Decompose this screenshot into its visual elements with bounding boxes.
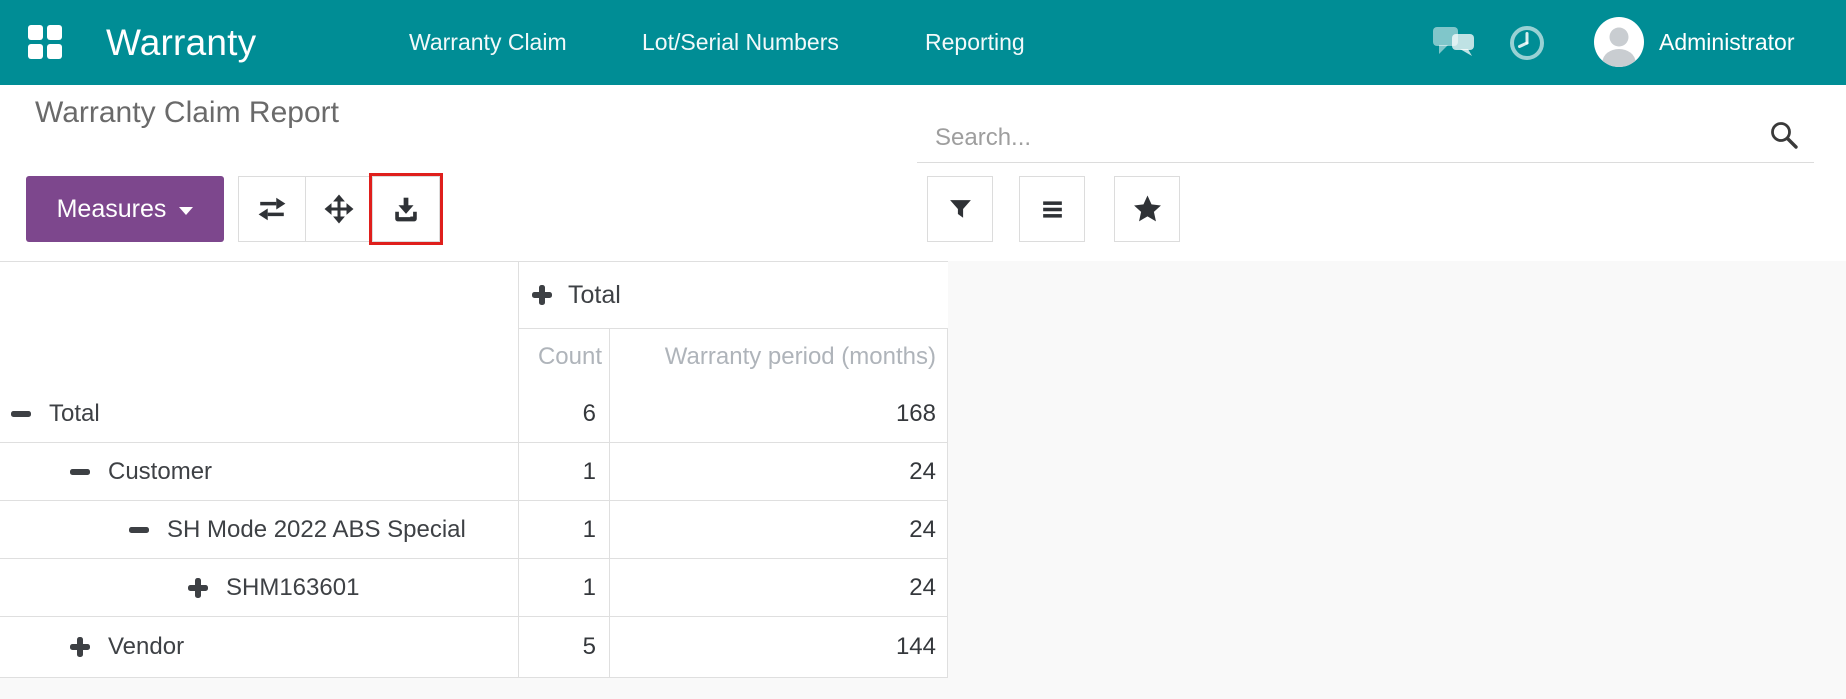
pivot-value-warranty-period[interactable]: 24 xyxy=(610,501,948,558)
star-icon xyxy=(1133,195,1161,221)
pivot-row: Vendor 5 144 xyxy=(0,617,948,678)
pivot-row: SHM163601 1 24 xyxy=(0,559,948,617)
download-icon xyxy=(395,197,417,222)
flip-axis-icon xyxy=(258,197,286,221)
group-by-button[interactable] xyxy=(1019,176,1085,242)
pivot-corner-cell xyxy=(0,262,519,385)
view-area: Total Count Warranty period (months) Tot… xyxy=(0,261,1846,699)
measures-label: Measures xyxy=(56,194,167,223)
search-icon[interactable] xyxy=(1768,119,1800,151)
search-input[interactable] xyxy=(917,113,1814,162)
expand-icon[interactable] xyxy=(531,284,553,306)
collapse-icon[interactable] xyxy=(128,519,150,541)
collapse-icon[interactable] xyxy=(69,461,91,483)
pivot-row-header[interactable]: SH Mode 2022 ABS Special xyxy=(0,501,519,558)
pivot-row: Customer 1 24 xyxy=(0,443,948,501)
expand-all-button[interactable] xyxy=(305,176,373,242)
measure-header-count[interactable]: Count xyxy=(519,329,610,385)
messages-button[interactable] xyxy=(1432,0,1476,85)
pivot-row-header[interactable]: SHM163601 xyxy=(0,559,519,616)
pivot-value-warranty-period[interactable]: 144 xyxy=(610,617,948,677)
pivot-value-count[interactable]: 1 xyxy=(519,559,610,616)
measure-header-warranty-period[interactable]: Warranty period (months) xyxy=(610,329,948,385)
pivot-row-header[interactable]: Vendor xyxy=(0,617,519,677)
top-navbar: Warranty Warranty Claim Lot/Serial Numbe… xyxy=(0,0,1846,85)
download-button[interactable] xyxy=(369,173,443,245)
user-menu[interactable]: Administrator xyxy=(1659,29,1795,55)
pivot-value-warranty-period[interactable]: 24 xyxy=(610,443,948,500)
page-title: Warranty Claim Report xyxy=(35,96,339,129)
chevron-down-icon xyxy=(179,206,194,215)
pivot-value-warranty-period[interactable]: 168 xyxy=(610,385,948,442)
nav-lot-serial-numbers[interactable]: Lot/Serial Numbers xyxy=(642,29,839,55)
app-name[interactable]: Warranty xyxy=(106,22,257,63)
expand-icon[interactable] xyxy=(187,577,209,599)
chat-bubbles-icon xyxy=(1433,26,1474,56)
pivot-row-header[interactable]: Total xyxy=(0,385,519,442)
search-bar xyxy=(917,113,1814,163)
filters-button[interactable] xyxy=(927,176,993,242)
pivot-table: Total Count Warranty period (months) Tot… xyxy=(0,261,948,678)
group-by-icon xyxy=(1042,200,1062,218)
pivot-value-count[interactable]: 5 xyxy=(519,617,610,677)
row-label: SHM163601 xyxy=(226,573,360,601)
nav-warranty-claim[interactable]: Warranty Claim xyxy=(409,29,567,55)
clock-icon xyxy=(1510,25,1544,60)
pivot-value-count[interactable]: 1 xyxy=(519,443,610,500)
activities-button[interactable] xyxy=(1508,0,1546,85)
pivot-row: SH Mode 2022 ABS Special 1 24 xyxy=(0,501,948,559)
measures-button[interactable]: Measures xyxy=(26,176,224,242)
favorites-button[interactable] xyxy=(1114,176,1180,242)
filter-icon xyxy=(949,199,971,218)
expand-all-icon xyxy=(324,194,354,224)
avatar[interactable] xyxy=(1594,17,1644,67)
collapse-icon[interactable] xyxy=(10,403,32,425)
flip-axis-button[interactable] xyxy=(238,176,306,242)
row-label: Vendor xyxy=(108,633,185,660)
apps-grid-icon xyxy=(28,25,43,40)
apps-menu-button[interactable] xyxy=(28,25,64,61)
pivot-row-header[interactable]: Customer xyxy=(0,443,519,500)
pivot-header: Total Count Warranty period (months) xyxy=(0,262,948,385)
row-label: SH Mode 2022 ABS Special xyxy=(167,515,466,543)
pivot-value-warranty-period[interactable]: 24 xyxy=(610,559,948,616)
expand-icon[interactable] xyxy=(69,636,91,658)
pivot-column-group-total[interactable]: Total xyxy=(519,262,948,329)
column-group-label: Total xyxy=(568,280,621,309)
pivot-value-count[interactable]: 6 xyxy=(519,385,610,442)
pivot-value-count[interactable]: 1 xyxy=(519,501,610,558)
row-label: Customer xyxy=(108,457,213,485)
pivot-row: Total 6 168 xyxy=(0,385,948,443)
pivot-rows: Total 6 168 Customer 1 24 SH Mode 2022 ABS Spe… xyxy=(0,385,948,678)
row-label: Total xyxy=(49,399,100,427)
nav-reporting[interactable]: Reporting xyxy=(925,29,1025,55)
